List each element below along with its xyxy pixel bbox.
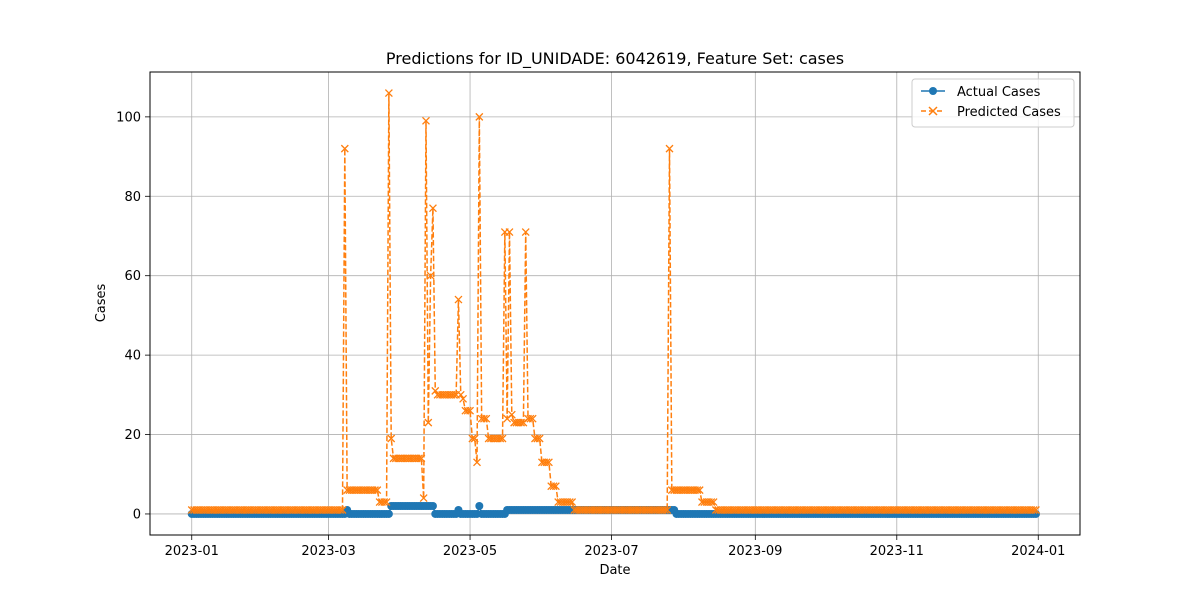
y-tick-label: 40 bbox=[124, 349, 141, 364]
x-tick-label: 2023-05 bbox=[443, 544, 497, 559]
data-point bbox=[551, 482, 560, 491]
x-tick-label: 2023-07 bbox=[584, 544, 638, 559]
series-layer bbox=[187, 89, 1040, 518]
data-point bbox=[424, 418, 433, 427]
data-point bbox=[475, 502, 484, 511]
data-point bbox=[417, 454, 426, 463]
data-point bbox=[482, 414, 491, 423]
data-point bbox=[340, 144, 349, 153]
data-point bbox=[428, 502, 437, 511]
data-point bbox=[422, 116, 430, 125]
data-point bbox=[468, 434, 477, 443]
data-point bbox=[517, 418, 526, 427]
data-point bbox=[505, 228, 514, 236]
data-point bbox=[521, 228, 530, 236]
data-point bbox=[526, 414, 535, 423]
data-point bbox=[470, 434, 479, 443]
data-point bbox=[459, 394, 468, 403]
data-point bbox=[463, 406, 472, 415]
chart-title: Predictions for ID_UNIDADE: 6042619, Fea… bbox=[386, 49, 844, 69]
data-point bbox=[1031, 506, 1040, 514]
data-point bbox=[568, 498, 577, 507]
data-point bbox=[380, 498, 389, 507]
data-point bbox=[496, 434, 505, 443]
data-point bbox=[371, 486, 379, 495]
data-point bbox=[384, 509, 393, 518]
data-point bbox=[565, 498, 574, 507]
data-point bbox=[535, 434, 544, 443]
data-point bbox=[382, 498, 391, 507]
series-1 bbox=[187, 89, 1040, 514]
data-point bbox=[533, 434, 542, 443]
data-point bbox=[373, 486, 382, 495]
data-point bbox=[663, 506, 672, 514]
data-point bbox=[466, 406, 475, 415]
data-point bbox=[387, 434, 396, 443]
data-point bbox=[419, 494, 428, 503]
legend-label-actual: Actual Cases bbox=[957, 85, 1041, 100]
x-tick-label: 2023-03 bbox=[301, 544, 355, 559]
data-point bbox=[498, 434, 507, 443]
data-point bbox=[695, 486, 704, 495]
data-point bbox=[426, 271, 435, 280]
y-tick-label: 20 bbox=[124, 428, 141, 443]
x-axis-label: Date bbox=[599, 563, 630, 578]
y-axis-label: Cases bbox=[94, 283, 109, 322]
legend-marker-actual bbox=[929, 87, 937, 95]
legend-marker-predicted bbox=[928, 106, 938, 116]
data-point bbox=[336, 506, 345, 514]
data-point bbox=[384, 89, 393, 98]
data-point bbox=[473, 458, 481, 467]
data-point bbox=[693, 486, 702, 495]
y-tick-label: 0 bbox=[133, 507, 141, 522]
data-point bbox=[428, 204, 437, 213]
y-tick-label: 80 bbox=[124, 190, 141, 205]
data-point bbox=[528, 414, 537, 423]
data-point bbox=[544, 458, 553, 467]
data-point bbox=[707, 498, 716, 507]
ticks-layer: 2023-01 2023-03 2023-05 2023-07 2023-09 2023-… bbox=[116, 110, 1065, 559]
data-point bbox=[454, 295, 463, 304]
x-tick-label: 2023-01 bbox=[165, 544, 219, 559]
data-point bbox=[415, 454, 423, 463]
data-point bbox=[480, 414, 488, 423]
data-point bbox=[449, 390, 458, 399]
data-point bbox=[475, 112, 484, 121]
x-tick-label: 2024-01 bbox=[1011, 544, 1065, 559]
legend: Actual Cases Predicted Cases bbox=[911, 78, 1075, 128]
plot-frame bbox=[149, 71, 1081, 536]
legend-box bbox=[911, 78, 1075, 128]
x-tick-label: 2023-09 bbox=[728, 544, 782, 559]
data-point bbox=[456, 390, 465, 399]
data-point bbox=[507, 410, 516, 419]
data-point bbox=[542, 458, 551, 467]
data-point bbox=[338, 506, 347, 514]
data-point bbox=[1029, 506, 1038, 514]
y-tick-label: 60 bbox=[124, 269, 141, 284]
data-point bbox=[660, 506, 669, 514]
y-tick-label: 100 bbox=[116, 110, 141, 125]
data-point bbox=[549, 482, 558, 491]
legend-label-predicted: Predicted Cases bbox=[957, 105, 1061, 120]
data-point bbox=[665, 144, 674, 153]
x-tick-label: 2023-11 bbox=[870, 544, 924, 559]
data-point bbox=[709, 498, 718, 507]
